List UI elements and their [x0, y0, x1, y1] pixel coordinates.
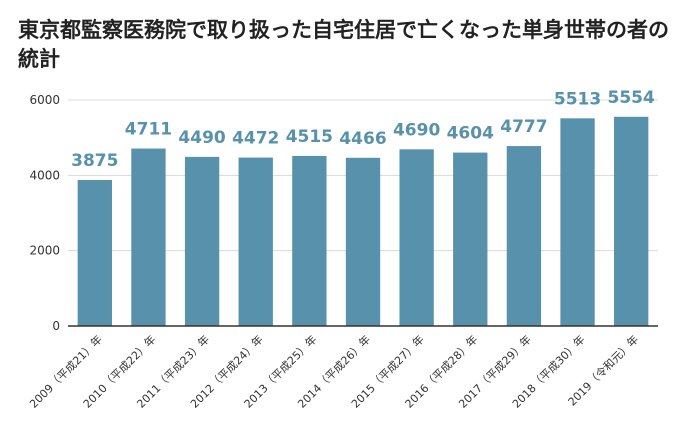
bar: [506, 146, 542, 326]
bar: [453, 152, 488, 326]
data-label: 5513: [554, 89, 601, 109]
data-label: 4472: [232, 129, 279, 149]
y-tick-label: 6000: [29, 93, 60, 107]
bar: [184, 156, 220, 326]
data-label: 4515: [286, 127, 333, 147]
data-label: 5554: [608, 88, 655, 108]
y-tick-label: 0: [52, 319, 60, 333]
data-label: 4490: [178, 128, 225, 148]
data-label: 4604: [447, 124, 494, 144]
data-label: 4711: [125, 120, 172, 140]
data-label: 4466: [339, 129, 386, 149]
data-labels: 3875 4711 4490 4472 4515 4466 4690 4604 4777 5513…: [71, 88, 655, 171]
bar: [77, 180, 112, 326]
bar: [131, 148, 166, 326]
bar: [345, 157, 381, 326]
bar: [238, 157, 273, 326]
chart-title: 東京都監察医務院で取り扱った自宅住居で亡くなった単身世帯の者の統計: [18, 18, 669, 71]
bar: [292, 155, 327, 326]
y-tick-label: 2000: [29, 244, 60, 258]
data-label: 4777: [500, 117, 547, 137]
bar: [399, 149, 434, 326]
bar: [614, 116, 649, 326]
data-label: 3875: [71, 151, 118, 171]
bar: [560, 118, 595, 327]
data-label: 4690: [393, 120, 440, 140]
y-tick-label: 4000: [29, 168, 60, 182]
bars: [77, 116, 649, 327]
